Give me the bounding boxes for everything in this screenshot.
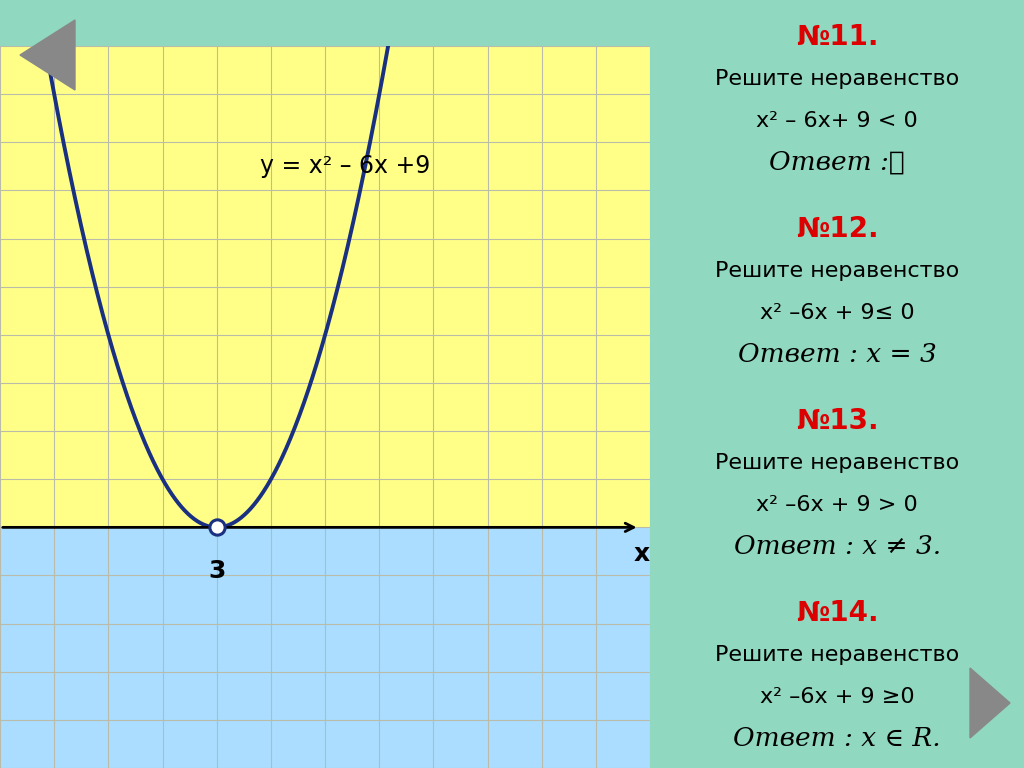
Text: Ответ : x ∈ R.: Ответ : x ∈ R. — [733, 726, 941, 751]
Text: Ответ : x = 3: Ответ : x = 3 — [737, 342, 937, 367]
Text: x: x — [634, 542, 650, 566]
Text: x² –6x + 9≤ 0: x² –6x + 9≤ 0 — [760, 303, 914, 323]
Text: Решите неравенство: Решите неравенство — [715, 261, 959, 281]
Bar — [0, 528, 650, 768]
Text: x² – 6x+ 9 < 0: x² – 6x+ 9 < 0 — [757, 111, 918, 131]
Text: 3: 3 — [208, 558, 225, 583]
Text: Решите неравенство: Решите неравенство — [715, 69, 959, 89]
Text: №12.: №12. — [796, 215, 879, 243]
Text: Решите неравенство: Решите неравенство — [715, 645, 959, 665]
Text: Ответ : x ≠ 3.: Ответ : x ≠ 3. — [733, 534, 941, 559]
Text: x² –6x + 9 ≥0: x² –6x + 9 ≥0 — [760, 687, 914, 707]
Polygon shape — [20, 20, 75, 90]
Text: Решите неравенство: Решите неравенство — [715, 453, 959, 473]
Polygon shape — [970, 668, 1010, 738]
Text: x² –6x + 9 > 0: x² –6x + 9 > 0 — [757, 495, 918, 515]
Bar — [0, 0, 650, 528]
Text: Ответ :∅: Ответ :∅ — [769, 150, 905, 175]
Text: №14.: №14. — [796, 599, 879, 627]
Text: №11.: №11. — [796, 23, 879, 51]
Text: №13.: №13. — [796, 407, 879, 435]
Text: y = x² – 6x +9: y = x² – 6x +9 — [260, 154, 430, 178]
